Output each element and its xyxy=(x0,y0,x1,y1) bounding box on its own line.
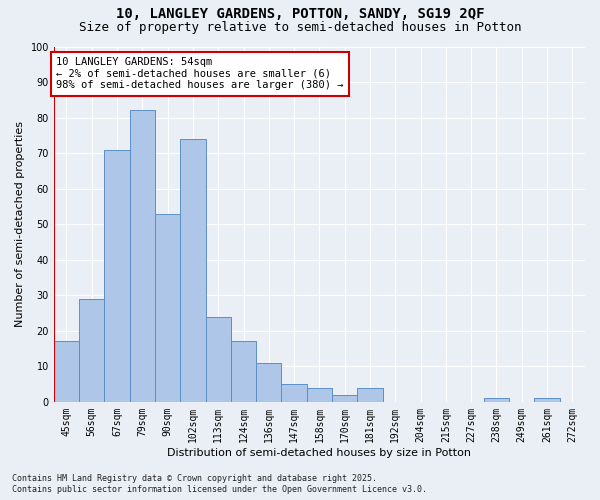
Bar xyxy=(54,342,79,402)
Bar xyxy=(206,316,231,402)
Bar xyxy=(130,110,155,402)
Text: Size of property relative to semi-detached houses in Potton: Size of property relative to semi-detach… xyxy=(79,21,521,34)
Bar xyxy=(104,150,130,402)
Text: 10 LANGLEY GARDENS: 54sqm
← 2% of semi-detached houses are smaller (6)
98% of se: 10 LANGLEY GARDENS: 54sqm ← 2% of semi-d… xyxy=(56,57,344,90)
Bar xyxy=(231,342,256,402)
Bar xyxy=(281,384,307,402)
Y-axis label: Number of semi-detached properties: Number of semi-detached properties xyxy=(15,121,25,327)
Text: 10, LANGLEY GARDENS, POTTON, SANDY, SG19 2QF: 10, LANGLEY GARDENS, POTTON, SANDY, SG19… xyxy=(116,8,484,22)
Bar xyxy=(307,388,332,402)
X-axis label: Distribution of semi-detached houses by size in Potton: Distribution of semi-detached houses by … xyxy=(167,448,472,458)
Bar xyxy=(155,214,180,402)
Bar xyxy=(484,398,509,402)
Bar xyxy=(358,388,383,402)
Bar xyxy=(79,299,104,402)
Bar xyxy=(535,398,560,402)
Bar xyxy=(256,362,281,402)
Bar xyxy=(180,139,206,402)
Bar xyxy=(332,394,358,402)
Text: Contains HM Land Registry data © Crown copyright and database right 2025.
Contai: Contains HM Land Registry data © Crown c… xyxy=(12,474,427,494)
